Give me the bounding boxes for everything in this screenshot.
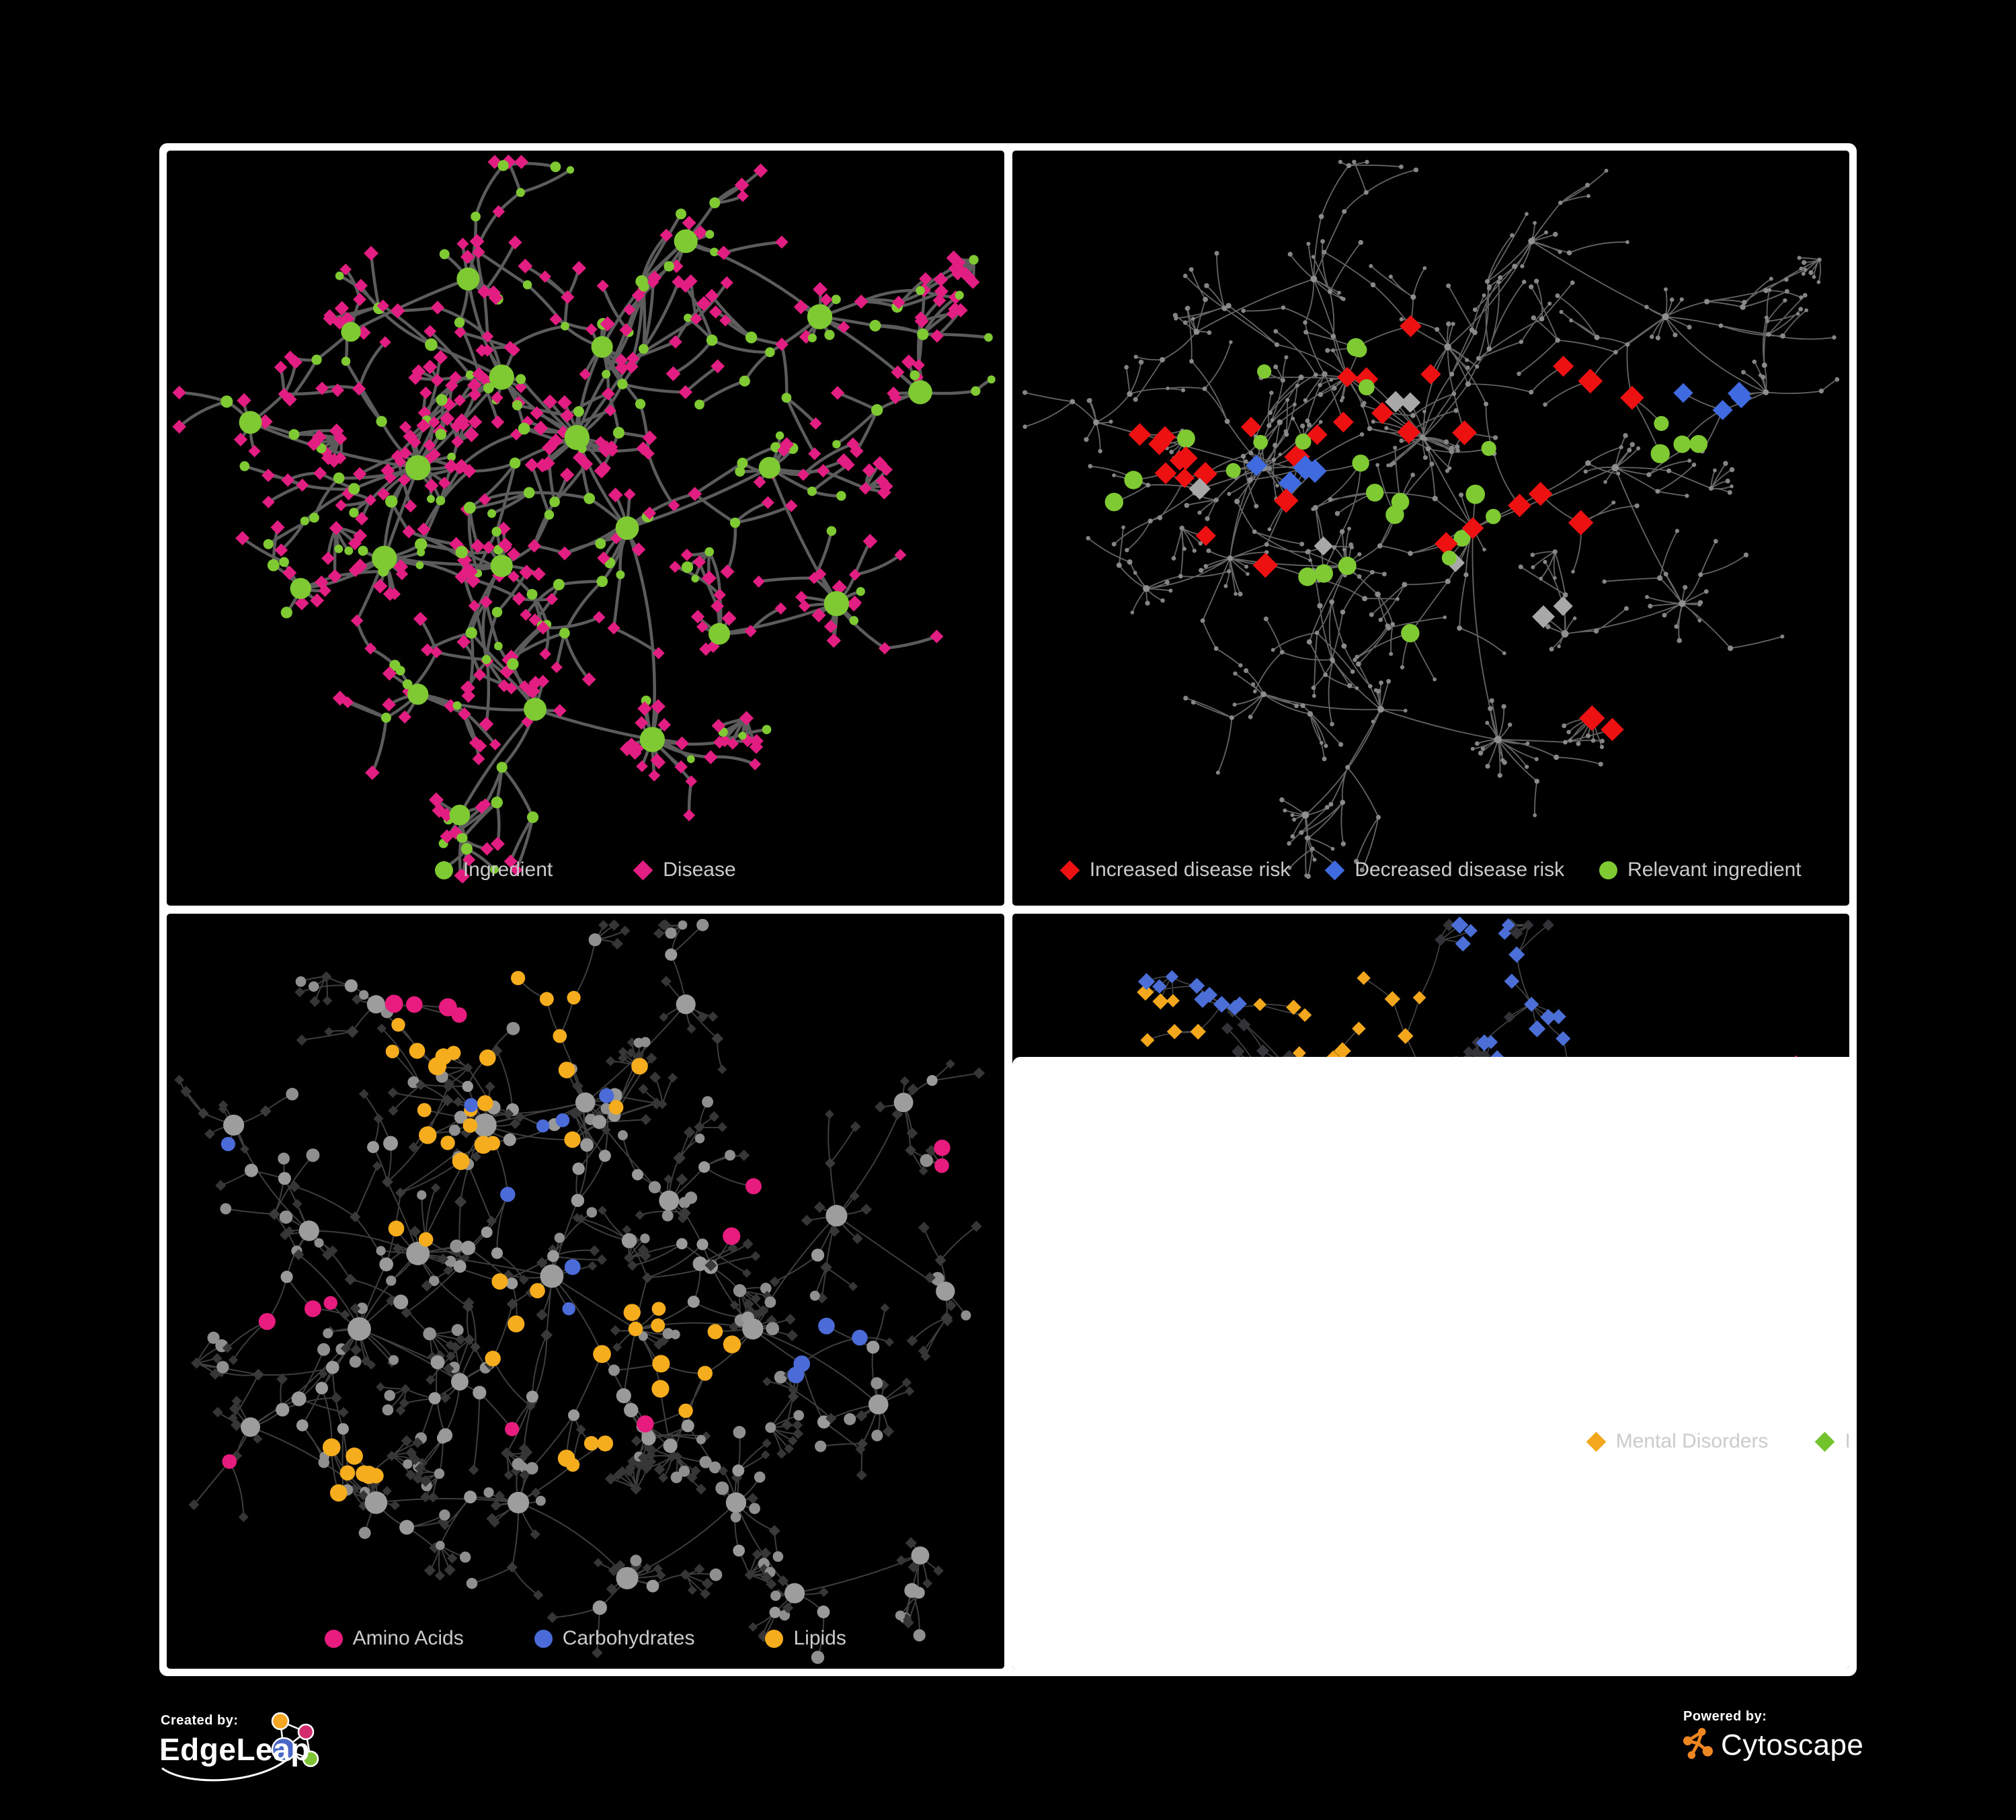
increased-disease-risk-diamond-icon xyxy=(1059,860,1080,880)
panel-nutrient-classes: Amino Acids Carbohydrates Lipids xyxy=(167,914,1004,1669)
carbohydrates-circle-icon xyxy=(534,1629,553,1648)
legend-label-carbohydrates: Carbohydrates xyxy=(562,1627,695,1649)
ingredient-circle-icon xyxy=(434,861,453,879)
created-by-label: Created by: xyxy=(161,1713,239,1728)
cytoscape-icon xyxy=(1683,1728,1713,1759)
legend-label-lipids: Lipids xyxy=(793,1627,846,1649)
panel-grid: Ingredient Disease Increased disease risk D… xyxy=(159,143,1857,1676)
relevant-ingredient-circle-icon xyxy=(1599,861,1618,879)
network-ingredient-disease xyxy=(167,151,1004,906)
network-nutrient-classes xyxy=(167,914,1004,1669)
legend-item-increased-disease-risk: Increased disease risk xyxy=(1059,859,1291,881)
legend-item-mental-disorders: Mental Disorders xyxy=(1586,1064,1769,1669)
legend-label-disease: Disease xyxy=(663,859,736,881)
network-disease-risk xyxy=(1012,151,1850,906)
decreased-disease-risk-diamond-icon xyxy=(1324,860,1345,880)
legend-item-disease: Disease xyxy=(633,859,736,881)
legend-ingredient-disease: Ingredient Disease xyxy=(167,860,1004,880)
edgeleap-brand: Created by: EdgeLeap xyxy=(159,1712,361,1789)
legend-item-lipids: Lipids xyxy=(765,1628,846,1649)
edgeleap-network-icon xyxy=(161,1712,319,1782)
panel-disease-classes: Mental DisordersImmune System DiseasesCa… xyxy=(1012,914,1849,1669)
powered-by-label: Powered by: xyxy=(1683,1709,1767,1724)
amino-acids-circle-icon xyxy=(324,1629,343,1648)
legend-item-decreased-disease-risk: Decreased disease risk xyxy=(1324,859,1565,881)
mental-disorders-diamond-icon xyxy=(1586,1431,1607,1452)
legend-label-mental-disorders: Mental Disorders xyxy=(1615,1430,1769,1452)
lipids-circle-icon xyxy=(765,1629,784,1648)
legend-nutrient-classes: Amino Acids Carbohydrates Lipids xyxy=(167,1628,1004,1649)
legend-item-relevant-ingredient: Relevant ingredient xyxy=(1599,860,1802,880)
legend-item-immune-system-diseases: Immune System Diseases xyxy=(1815,1064,1849,1669)
legend-label-increased-disease-risk: Increased disease risk xyxy=(1089,859,1291,881)
cytoscape-brand: Powered by: Cytoscape xyxy=(1682,1709,1870,1776)
legend-item-ingredient: Ingredient xyxy=(434,859,553,881)
cytoscape-wordmark: Cytoscape xyxy=(1721,1729,1864,1762)
legend-disease-classes: Mental DisordersImmune System DiseasesCa… xyxy=(1012,1057,1849,1669)
panel-ingredient-disease: Ingredient Disease xyxy=(167,151,1004,906)
legend-label-amino-acids: Amino Acids xyxy=(352,1627,464,1649)
legend-label-relevant-ingredient: Relevant ingredient xyxy=(1627,859,1802,881)
legend-item-carbohydrates: Carbohydrates xyxy=(534,1627,695,1649)
legend-label-immune-system-diseases: Immune System Diseases xyxy=(1845,1430,1849,1452)
legend-item-amino-acids: Amino Acids xyxy=(324,1627,464,1649)
legend-label-ingredient: Ingredient xyxy=(462,859,553,881)
edgeleap-wordmark: EdgeLeap xyxy=(159,1732,310,1767)
legend-label-decreased-disease-risk: Decreased disease risk xyxy=(1355,859,1565,881)
disease-diamond-icon xyxy=(633,860,653,880)
panel-disease-risk: Increased disease risk Decreased disease … xyxy=(1012,151,1850,906)
legend-disease-risk: Increased disease risk Decreased disease … xyxy=(1012,860,1850,880)
immune-system-diseases-diamond-icon xyxy=(1815,1431,1835,1452)
